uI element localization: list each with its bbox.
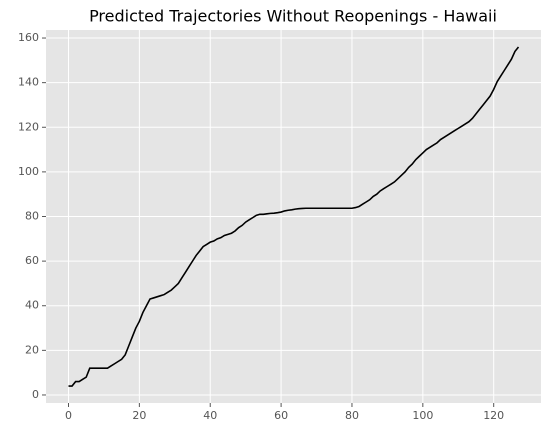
y-tick-label: 160 xyxy=(18,31,39,44)
y-tick-label: 60 xyxy=(25,254,39,267)
x-tick-label: 80 xyxy=(345,409,359,422)
y-tick-label: 0 xyxy=(32,388,39,401)
y-tick-label: 120 xyxy=(18,120,39,133)
y-tick-label: 140 xyxy=(18,76,39,89)
x-tick-label: 100 xyxy=(412,409,433,422)
y-tick-label: 20 xyxy=(25,343,39,356)
y-tick-label: 100 xyxy=(18,165,39,178)
x-tick-label: 0 xyxy=(65,409,72,422)
y-tick-label: 40 xyxy=(25,299,39,312)
x-tick-label: 40 xyxy=(203,409,217,422)
x-tick-label: 20 xyxy=(132,409,146,422)
y-tick-label: 80 xyxy=(25,210,39,223)
chart-title: Predicted Trajectories Without Reopening… xyxy=(89,7,497,26)
x-tick-label: 120 xyxy=(483,409,504,422)
line xyxy=(68,46,520,387)
x-tick-label: 60 xyxy=(274,409,288,422)
